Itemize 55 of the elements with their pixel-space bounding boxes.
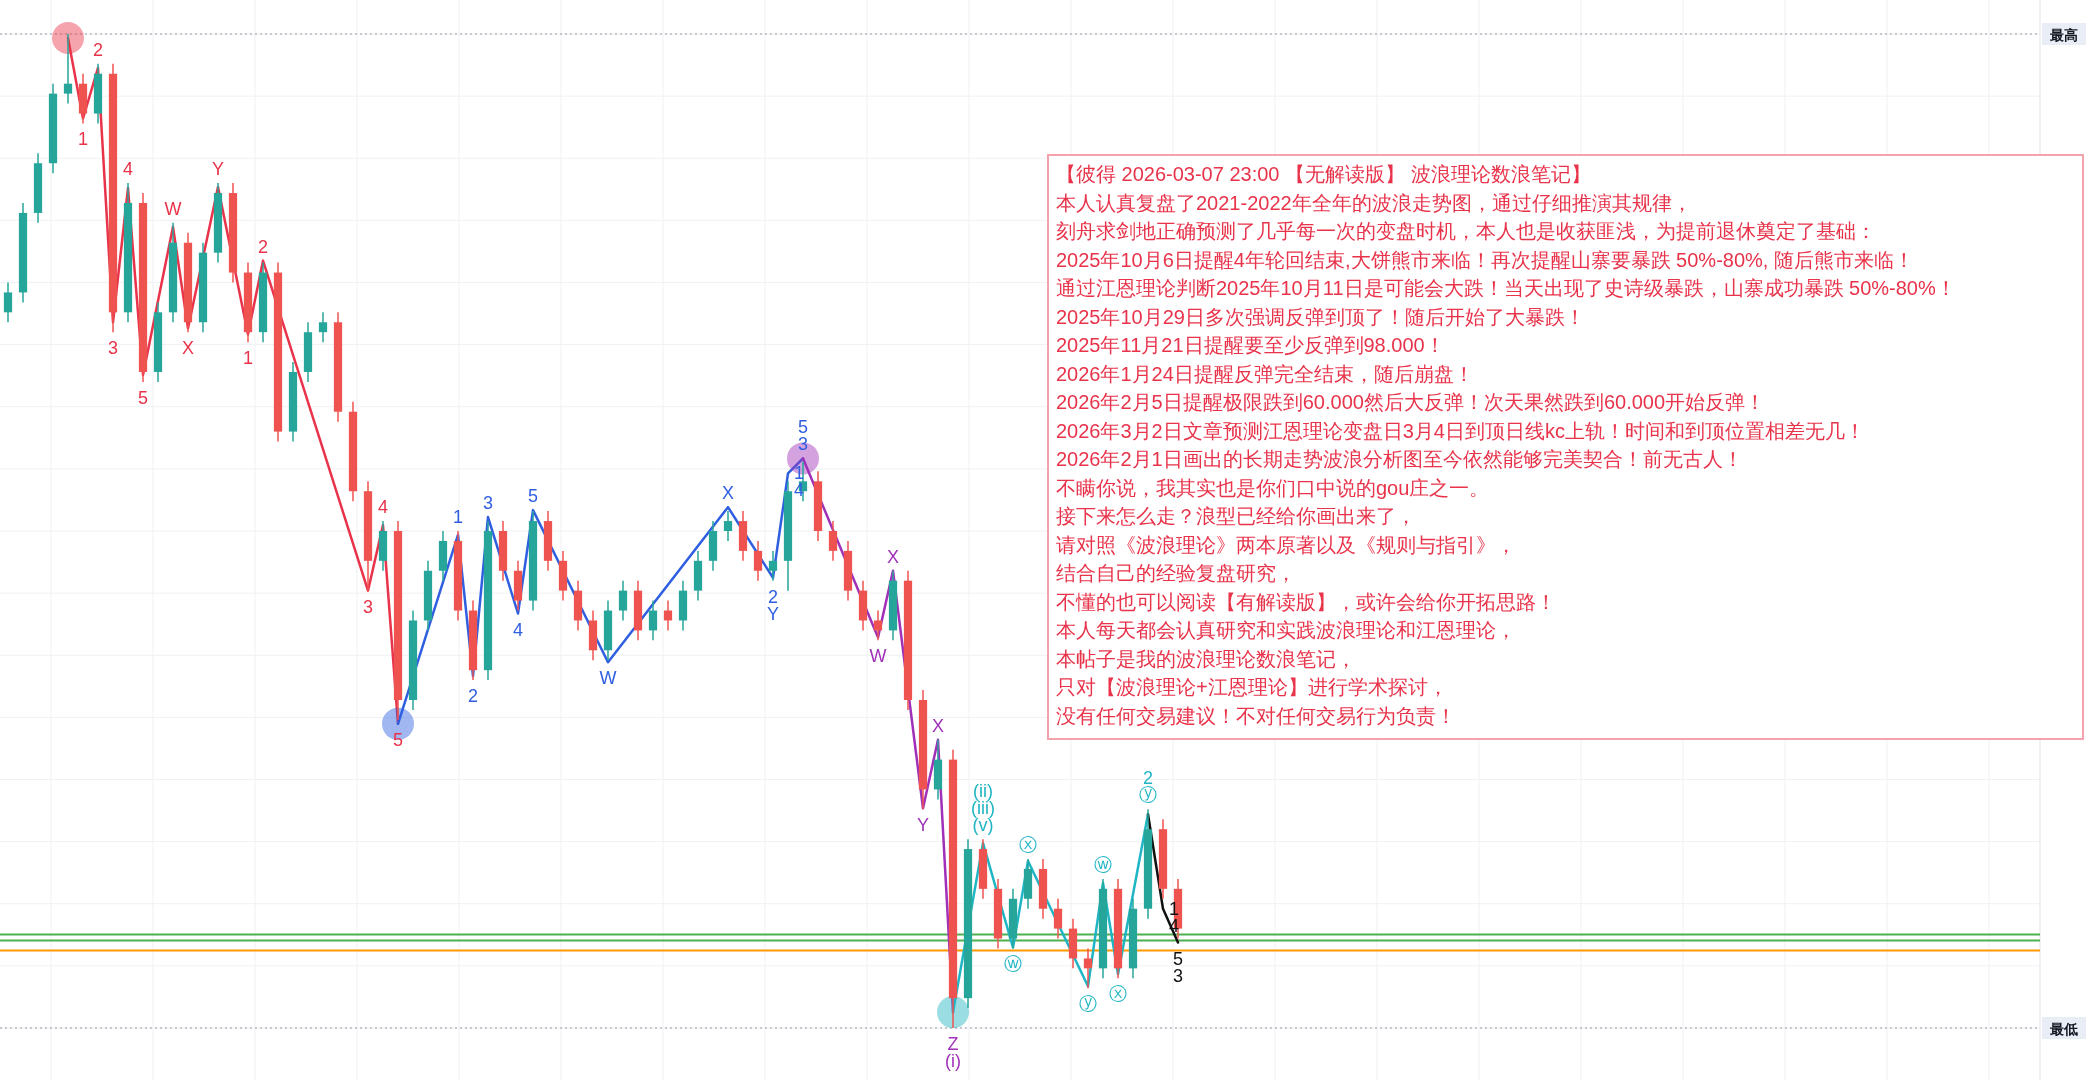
annotation: 3: [362, 596, 374, 617]
annotation: 5: [527, 486, 539, 507]
annotation: 2026年2月5日提醒极限跌到60.000然后大反弹！次天果然跌到60.000开始反弹！: [1056, 391, 1766, 413]
ref-line-label: 最低: [2049, 1021, 2078, 1037]
annotation: 2026年3月2日文章预测江恩理论变盘日3月4日到顶日线kc上轨！时间和到顶位置相差无几！: [1056, 419, 1865, 442]
annotation: 【彼得 2026-03-07 23:00 【无解读版】 波浪理论数浪笔记】: [1056, 163, 1591, 185]
annotation: 1: [242, 348, 254, 369]
annotation: 本人每天都会认真研究和实践波浪理论和江恩理论，: [1056, 619, 1516, 641]
annotation: W: [164, 198, 182, 219]
annotation: ⓧ: [1109, 984, 1127, 1005]
annotation: 2026年1月24日提醒反弹完全结束，随后崩盘！: [1056, 362, 1474, 385]
annotation: 4: [377, 497, 389, 518]
annotation: 1: [452, 507, 464, 527]
annotation: X: [181, 338, 195, 359]
annotation: 2025年10月6日提醒4年轮回结束,大饼熊市来临！再次提醒山寨要暴跌 50%-80%, 随后熊市来临！: [1056, 248, 1914, 271]
annotation: W: [869, 646, 887, 667]
annotation: X: [886, 546, 900, 567]
annotation: 请对照《波浪理论》两本原著以及《规则与指引》，: [1056, 533, 1516, 556]
annotation: ⓧ: [1019, 835, 1037, 856]
annotation: 4: [122, 159, 134, 180]
annotation: 本帖子是我的波浪理论数浪笔记，: [1056, 647, 1356, 670]
annotation: Y: [916, 815, 930, 836]
annotation: ⓦ: [1004, 954, 1022, 975]
annotation: 刻舟求剑地正确预测了几乎每一次的变盘时机，本人也是收获匪浅，为提前退休奠定了基础：: [1056, 220, 1876, 242]
annotation: 3: [107, 338, 119, 359]
annotation: 结合自己的经验复盘研究，: [1056, 562, 1296, 584]
annotation: 2026年2月1日画出的长期走势波浪分析图至今依然能够完美契合！前无古人！: [1056, 448, 1743, 470]
annotation: X: [721, 483, 735, 504]
annotation: 不瞒你说，我其实也是你们口中说的gou庄之一。: [1056, 476, 1490, 499]
annotation: 2: [92, 39, 104, 60]
annotation: X: [931, 715, 945, 736]
annotation: 2: [257, 236, 269, 257]
annotation: ⓦ: [1094, 854, 1112, 875]
annotation: 通过江恩理论判断2025年10月11日是可能会大跌！当天出现了史诗级暴跌，山寨成功暴跌 50%-80%！: [1056, 277, 1956, 299]
annotation: 5: [797, 417, 809, 438]
annotation: 不懂的也可以阅读【有解读版】，或许会给你开拓思路！: [1056, 590, 1556, 613]
annotation: 没有任何交易建议！不对任何交易行为负责！: [1056, 704, 1456, 727]
annotation: ⓨ: [1079, 994, 1097, 1015]
annotation: 接下来怎么走？浪型已经给你画出来了，: [1056, 505, 1416, 527]
annotation: Z: [947, 1034, 959, 1054]
annotation: (i): [945, 1051, 961, 1071]
annotation: Y: [211, 159, 225, 180]
annotation: 2025年10月29日多次强调反弹到顶了！随后开始了大暴跌！: [1056, 305, 1585, 328]
annotation: 1: [77, 129, 89, 150]
annotation: W: [599, 668, 617, 689]
annotation: 5: [137, 387, 149, 408]
annotation: 5: [392, 729, 404, 750]
annotation: 4: [512, 619, 524, 640]
annotation: 2025年11月21日提醒要至少反弹到98.000！: [1056, 334, 1445, 356]
annotation: 本人认真复盘了2021-2022年全年的波浪走势图，通过仔细推演其规律，: [1056, 191, 1692, 214]
annotation: 1: [1169, 898, 1180, 919]
annotation: 只对【波浪理论+江恩理论】进行学术探讨，: [1056, 676, 1448, 698]
annotation: 3: [482, 493, 494, 514]
ref-line-label: 最高: [2049, 27, 2078, 43]
annotation: 2: [467, 686, 479, 707]
